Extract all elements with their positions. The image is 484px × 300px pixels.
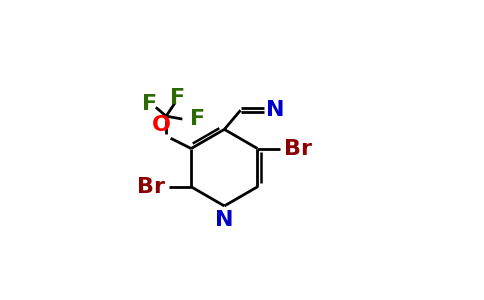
Text: O: O — [151, 115, 170, 135]
Text: Br: Br — [136, 177, 165, 197]
Text: F: F — [142, 94, 157, 114]
Text: Br: Br — [284, 139, 312, 158]
Text: N: N — [266, 100, 285, 120]
Text: N: N — [215, 210, 234, 230]
Text: F: F — [190, 109, 205, 129]
Text: F: F — [170, 88, 185, 109]
